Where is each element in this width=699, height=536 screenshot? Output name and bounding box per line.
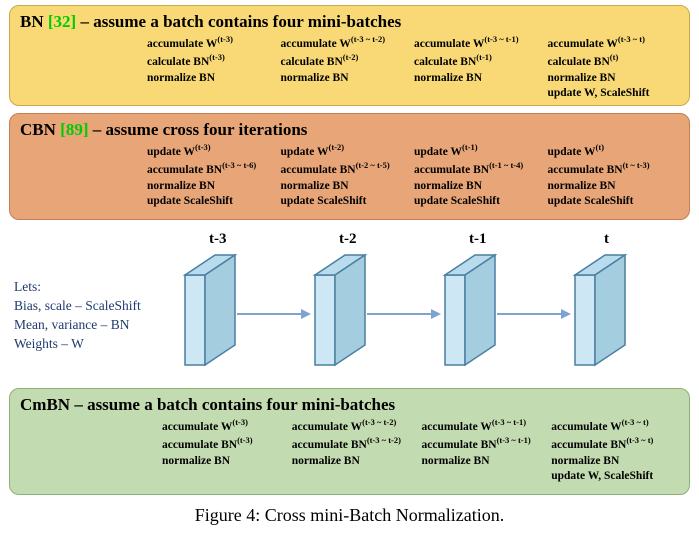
figure-caption: Figure 4: Cross mini-Batch Normalization…	[0, 505, 699, 526]
panel-cmbn: CmBN – assume a batch contains four mini…	[9, 388, 690, 495]
panel-cmbn-col1: accumulate W(t-3 ~ t-2)accumulate BN(t-3…	[290, 417, 420, 485]
panel-cmbn-cols: accumulate W(t-3)accumulate BN(t-3)norma…	[20, 417, 679, 485]
panel-cmbn-col3: accumulate W(t-3 ~ t)accumulate BN(t-3 ~…	[549, 417, 679, 485]
panel-cmbn-col0: accumulate W(t-3)accumulate BN(t-3)norma…	[160, 417, 290, 485]
panel-cmbn-col2: accumulate W(t-3 ~ t-1)accumulate BN(t-3…	[420, 417, 550, 485]
panel-cmbn-tail: – assume a batch contains four mini-batc…	[70, 395, 395, 414]
panel-cmbn-name: CmBN	[20, 395, 70, 414]
panel-cmbn-title: CmBN – assume a batch contains four mini…	[20, 395, 679, 415]
iteration-diagram	[0, 0, 699, 400]
